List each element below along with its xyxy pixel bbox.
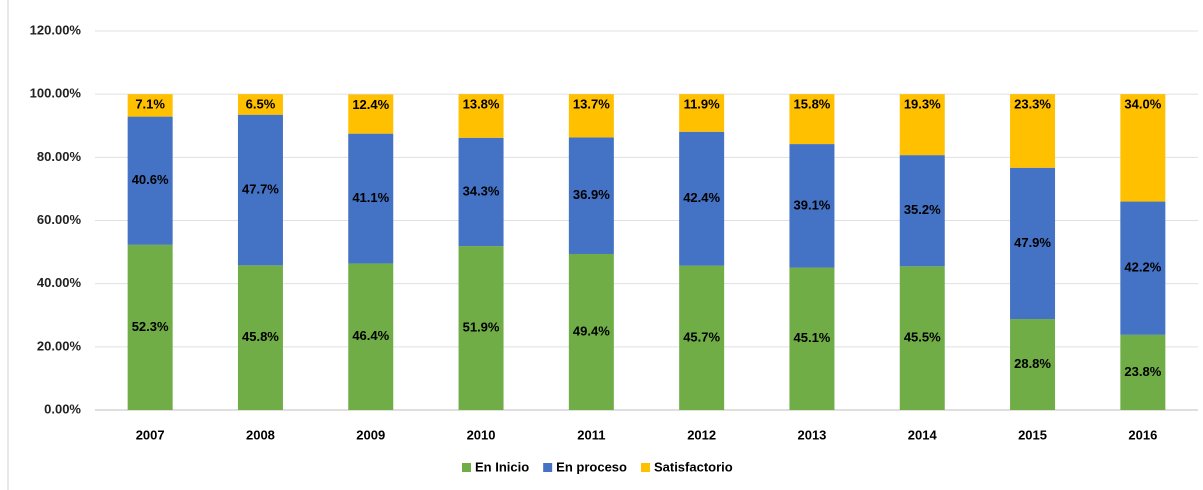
data-label: 7.1%: [135, 97, 165, 112]
y-tick-label: 60.00%: [37, 212, 82, 227]
bar-segment: [1010, 167, 1056, 320]
data-label: 46.4%: [352, 328, 389, 343]
data-label: 13.8%: [463, 97, 500, 112]
data-label: 45.8%: [242, 329, 279, 344]
bar-segment: [568, 137, 614, 254]
y-tick-label: 20.00%: [37, 338, 82, 353]
x-tick-label: 2007: [136, 427, 165, 442]
data-label: 11.9%: [684, 97, 721, 112]
bar-segment: [348, 133, 394, 264]
legend-label: Satisfactorio: [654, 459, 733, 474]
x-tick-label: 2009: [356, 427, 385, 442]
data-label: 45.5%: [904, 330, 941, 345]
bar-segment: [789, 144, 835, 268]
bar-segment: [1120, 201, 1166, 335]
bar-segment: [127, 116, 173, 245]
x-tick-label: 2016: [1128, 427, 1157, 442]
data-label: 42.4%: [683, 190, 720, 205]
data-label: 13.7%: [573, 97, 610, 112]
data-label: 41.1%: [352, 190, 389, 205]
data-label: 51.9%: [463, 319, 500, 334]
legend-swatch: [462, 463, 471, 472]
bar-segment: [679, 94, 725, 132]
data-label: 15.8%: [794, 97, 831, 112]
data-label: 36.9%: [573, 187, 610, 202]
bar-segment: [237, 265, 283, 410]
bar-segment: [1120, 334, 1166, 410]
x-tick-label: 2008: [246, 427, 275, 442]
y-tick-label: 100.00%: [30, 86, 82, 101]
data-label: 23.3%: [1014, 97, 1051, 112]
bar-segment: [348, 94, 394, 134]
data-label: 28.8%: [1014, 356, 1051, 371]
data-label: 49.4%: [573, 323, 610, 338]
data-label: 34.3%: [463, 183, 500, 198]
x-tick-label: 2010: [467, 427, 496, 442]
x-tick-label: 2015: [1018, 427, 1047, 442]
data-label: 52.3%: [132, 319, 169, 334]
bar-segment: [127, 244, 173, 410]
bar-segment: [458, 246, 504, 410]
bar-segment: [348, 263, 394, 410]
legend-swatch: [543, 463, 553, 472]
bar-segment: [568, 94, 614, 138]
bar-segment: [1010, 319, 1056, 410]
legend-label: En Inicio: [475, 459, 529, 474]
y-tick-label: 40.00%: [37, 275, 82, 290]
data-label: 39.1%: [794, 197, 831, 212]
data-label: 35.2%: [904, 202, 941, 217]
legend-label: En proceso: [556, 459, 627, 474]
bar-segment: [458, 137, 504, 247]
bar-segment: [127, 94, 173, 117]
data-label: 47.7%: [242, 181, 279, 196]
x-tick-label: 2011: [577, 427, 605, 442]
data-label: 6.5%: [246, 97, 276, 112]
bar-segment: [237, 94, 283, 115]
data-label: 34.0%: [1124, 97, 1161, 112]
data-label: 42.2%: [1124, 260, 1161, 275]
bar-segment: [899, 155, 945, 267]
legend-swatch: [640, 463, 650, 472]
y-tick-label: 0.00%: [44, 401, 81, 416]
y-tick-label: 120.00%: [30, 22, 82, 37]
data-label: 47.9%: [1014, 235, 1051, 250]
y-tick-label: 80.00%: [37, 149, 82, 164]
data-label: 45.1%: [794, 330, 831, 345]
data-label: 23.8%: [1124, 364, 1161, 379]
bar-segment: [789, 94, 835, 145]
data-label: 45.7%: [683, 329, 720, 344]
data-label: 40.6%: [132, 172, 169, 187]
bar-segment: [789, 267, 835, 410]
x-tick-label: 2012: [687, 427, 716, 442]
bar-segment: [679, 131, 725, 266]
x-tick-label: 2013: [797, 427, 826, 442]
bar-segment: [1120, 94, 1166, 202]
bar-segment: [679, 265, 725, 410]
data-label: 19.3%: [904, 97, 941, 112]
bar-segment: [899, 266, 945, 410]
bar-segment: [237, 114, 283, 266]
data-label: 12.4%: [352, 97, 389, 112]
bar-segment: [899, 94, 945, 156]
bar-segment: [1010, 94, 1056, 168]
bar-segment: [568, 253, 614, 410]
bar-segment: [458, 94, 504, 138]
x-tick-label: 2014: [908, 427, 938, 442]
